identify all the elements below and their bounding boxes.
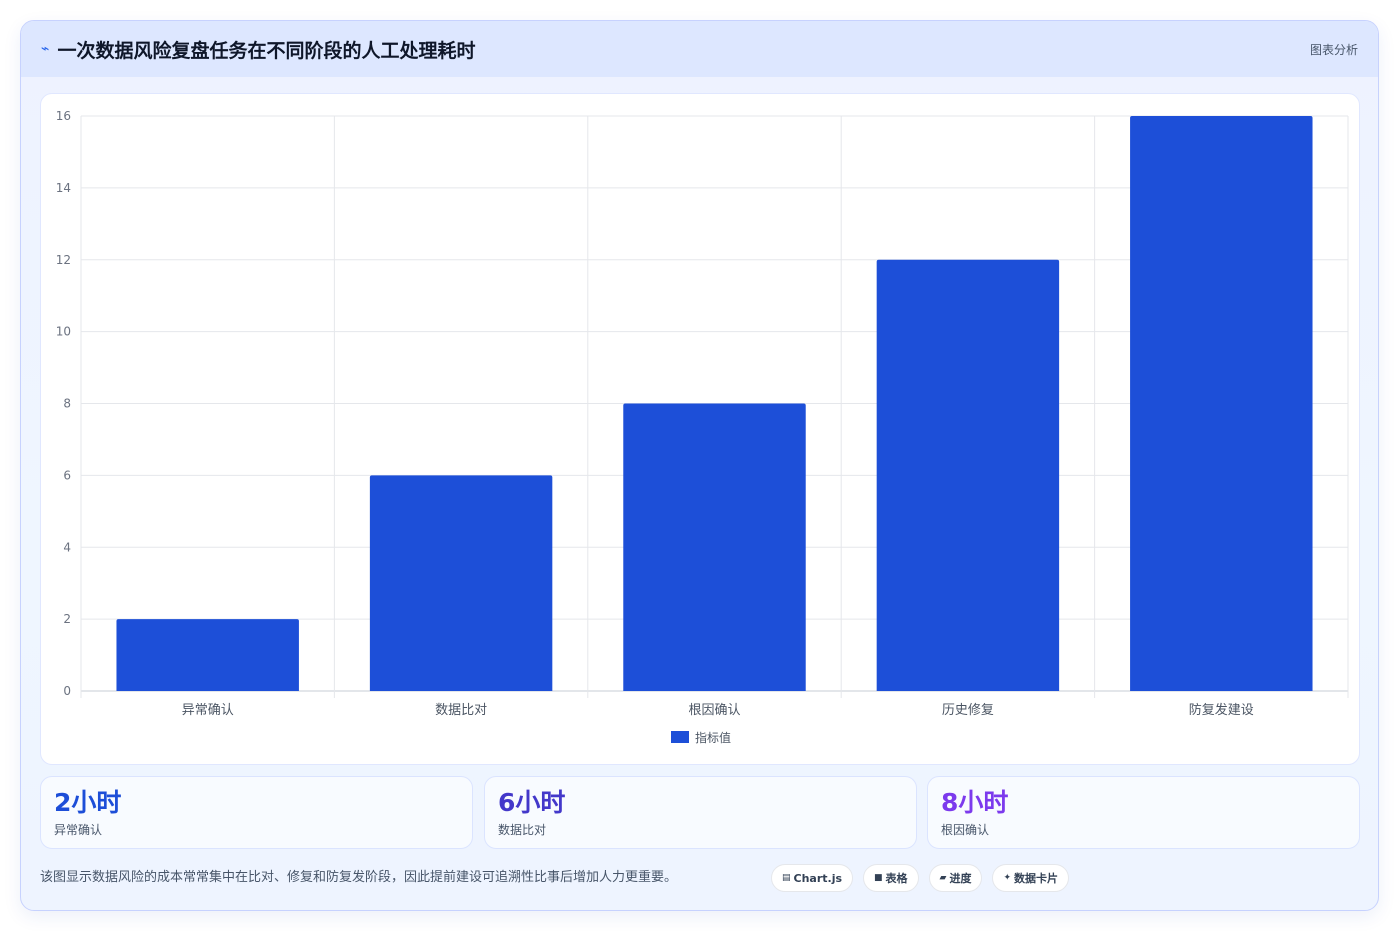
bar-2 xyxy=(623,403,806,691)
stat-card-2: 8小时 根因确认 xyxy=(927,776,1360,849)
y-tick-label: 16 xyxy=(56,109,71,123)
footer-note: 该图显示数据风险的成本常常集中在比对、修复和防复发阶段，因此提前建设可追溯性比事… xyxy=(40,870,678,885)
stat-label: 数据比对 xyxy=(498,823,547,837)
y-tick-label: 14 xyxy=(56,181,71,195)
chart-card: ⌁ 一次数据风险复盘任务在不同阶段的人工处理耗时 图表分析 0 2 4 6 8 10 12 1… xyxy=(20,20,1379,911)
pill-progress[interactable]: ▰ 进度 xyxy=(928,864,983,892)
card-header: ⌁ 一次数据风险复盘任务在不同阶段的人工处理耗时 图表分析 xyxy=(21,21,1378,77)
chart-title: 一次数据风险复盘任务在不同阶段的人工处理耗时 xyxy=(57,39,476,62)
x-tick-label: 防复发建设 xyxy=(1189,702,1254,718)
stat-value: 2小时 xyxy=(54,788,122,817)
pill-chartjs[interactable]: ▤ Chart.js xyxy=(771,864,854,892)
bar-0 xyxy=(116,619,299,691)
pill-table[interactable]: ■ 表格 xyxy=(863,864,919,892)
y-tick-label: 4 xyxy=(63,540,71,554)
y-tick-label: 10 xyxy=(56,325,71,339)
stat-card-0: 2小时 异常确认 xyxy=(40,776,473,849)
feature-pills: ▤ Chart.js ■ 表格 ▰ 进度 ✦ 数据卡片 xyxy=(771,864,1070,892)
x-tick-label: 数据比对 xyxy=(435,703,487,718)
stat-label: 异常确认 xyxy=(54,823,103,837)
sparkline-icon: ⌁ xyxy=(41,41,50,57)
y-tick-label: 12 xyxy=(56,253,71,267)
chart-icon: ▤ xyxy=(782,873,791,883)
stat-label: 根因确认 xyxy=(941,823,990,837)
y-tick-label: 0 xyxy=(63,684,71,698)
sparkle-icon: ✦ xyxy=(1003,873,1012,883)
stat-value: 8小时 xyxy=(941,788,1009,817)
bar-4 xyxy=(1130,116,1313,691)
chart-panel: 0 2 4 6 8 10 12 14 16 异常确认 数据比对 根因确认 历史修复 防复发建设指标值 xyxy=(40,93,1360,765)
progress-icon: ▰ xyxy=(939,873,947,883)
x-tick-label: 异常确认 xyxy=(182,703,234,718)
pill-label: Chart.js xyxy=(793,871,843,885)
y-tick-label: 2 xyxy=(63,612,71,626)
pill-label: 数据卡片 xyxy=(1014,872,1059,885)
stat-value: 6小时 xyxy=(498,788,566,817)
header-tag: 图表分析 xyxy=(1309,42,1358,57)
pill-label: 表格 xyxy=(885,872,908,885)
x-tick-label: 历史修复 xyxy=(942,703,994,718)
bar-1 xyxy=(369,475,553,691)
y-tick-label: 8 xyxy=(63,397,71,411)
legend-label: 指标值 xyxy=(695,730,731,745)
y-tick-label: 6 xyxy=(63,468,71,482)
pill-data-cards[interactable]: ✦ 数据卡片 xyxy=(992,864,1070,892)
x-tick-label: 根因确认 xyxy=(688,703,740,718)
pill-label: 进度 xyxy=(949,872,972,885)
stat-card-1: 6小时 数据比对 xyxy=(484,776,917,849)
table-icon: ■ xyxy=(874,873,883,883)
legend-swatch xyxy=(671,731,689,743)
bar-3 xyxy=(876,259,1060,691)
